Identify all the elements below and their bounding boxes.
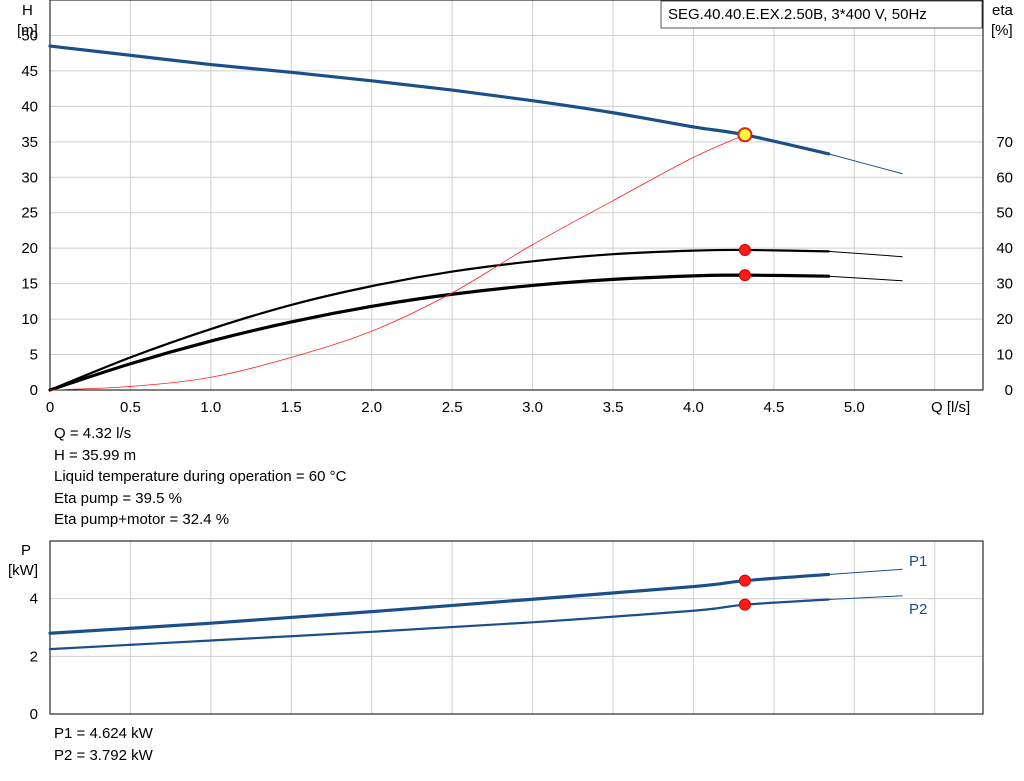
y-right-tick-label: 0 [1005,382,1013,399]
head-duty-point [737,127,753,143]
y-left-tick-label: 20 [21,240,38,257]
p2-curve-line-extension [828,595,903,601]
y-left-tick-label: 45 [21,63,38,80]
readout-eta-pump-motor: Eta pump+motor = 32.4 % [54,511,230,528]
y-left-tick-label: 5 [30,347,38,364]
p2-duty-point [738,598,751,611]
bottom-chart-frame [49,540,984,715]
head-curve-line [48,44,831,156]
y-left-axis-label: H [22,2,33,19]
p-axis-label: P [21,542,31,559]
y-left-axis-unit: [m] [17,22,38,39]
top-chart-grid [49,0,983,391]
eta-pump-curve-line [48,248,830,392]
y-right-tick-label: 10 [996,347,1013,364]
x-tick-label: 5.0 [844,399,865,416]
system-curve-line [49,134,746,391]
chart-title-box [660,0,983,29]
head-curve-line-extension [828,153,903,175]
top-chart-ticks: 0 0.5 1.0 1.5 2.0 2.5 3.0 3.5 4.0 4.5 5.0 0 5 10 15 20 2… [21,27,1013,416]
x-tick-label: 0.5 [120,399,141,416]
y-left-tick-label: 15 [21,276,38,293]
series-label-p1: P1 [909,553,927,570]
y-right-tick-label: 60 [996,169,1013,186]
top-chart-frame [49,0,984,391]
duty-point-readout: Q = 4.32 l/s H = 35.99 m Liquid temperat… [54,423,346,531]
p1-curve-line [48,572,831,635]
readout-p1: P1 = 4.624 kW [54,725,153,742]
y-left-tick-label: 40 [21,98,38,115]
y-right-axis-label: eta [992,2,1014,19]
y-right-tick-label: 70 [996,134,1013,151]
bottom-chart-grid [49,541,983,714]
y-right-tick-label: 50 [996,205,1013,222]
eta-pump-motor-curve-line-extension [828,275,903,282]
eta-pump-curve-line-extension [828,250,903,258]
readout-liquid-temperature: Liquid temperature during operation = 60… [54,468,347,485]
y-left-tick-label: 25 [21,205,38,222]
p1-duty-point [738,574,751,587]
p-tick-label: 4 [30,591,38,608]
series-label-p2: P2 [909,601,927,618]
x-tick-label: 4.0 [683,399,704,416]
x-tick-label: 1.5 [281,399,302,416]
y-left-tick-label: 50 [21,27,38,44]
y-left-tick-label: 10 [21,311,38,328]
p-tick-label: 0 [30,706,38,723]
y-left-tick-label: 30 [21,169,38,186]
x-tick-label: 3.0 [522,399,543,416]
power-readout: P1 = 4.624 kW P2 = 3.792 kW [54,723,153,766]
y-left-tick-label: 0 [30,382,38,399]
bottom-chart-ticks: 0 2 4 [30,591,38,723]
p1-curve-line-extension [828,568,903,575]
x-axis-label: Q [l/s] [931,399,970,416]
duty-point-markers [737,127,753,611]
x-tick-label: 4.5 [763,399,784,416]
top-chart-series [48,44,903,392]
y-right-axis-unit: [%] [991,22,1013,39]
x-tick-label: 3.5 [603,399,624,416]
p-axis-unit: [kW] [8,562,38,579]
y-right-tick-label: 30 [996,276,1013,293]
readout-flow: Q = 4.32 l/s [54,425,132,442]
y-right-tick-label: 40 [996,240,1013,257]
x-tick-label: 2.0 [361,399,382,416]
x-tick-label: 1.0 [200,399,221,416]
readout-eta-pump: Eta pump = 39.5 % [54,489,182,507]
y-right-tick-label: 20 [996,311,1013,328]
readout-p2: P2 = 3.792 kW [54,746,153,764]
x-tick-label: 2.5 [442,399,463,416]
chart-title: SEG.40.40.E.EX.2.50B, 3*400 V, 50Hz [668,6,927,23]
x-tick-label: 0 [46,399,54,416]
bottom-chart-series [48,568,903,651]
eta-pump-motor-curve-line [48,273,831,392]
readout-head: H = 35.99 m [54,446,137,464]
y-left-tick-label: 35 [21,134,38,151]
eta-pump-motor-duty-point [738,269,751,282]
eta-pump-duty-point [738,243,751,256]
p-tick-label: 2 [30,648,38,665]
